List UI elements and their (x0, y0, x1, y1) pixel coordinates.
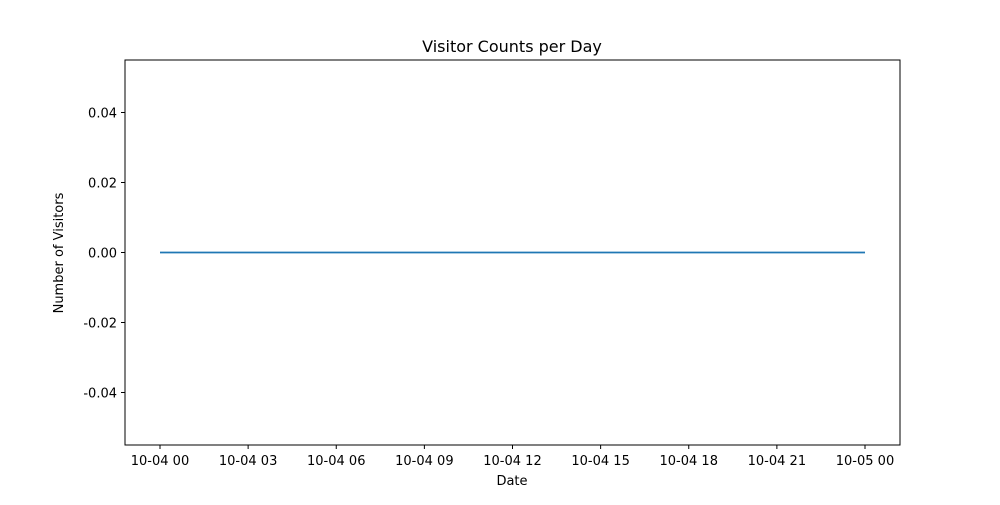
y-tick-label: 0.02 (88, 177, 117, 192)
x-tick-label: 10-05 00 (836, 454, 894, 469)
y-tick-label: 0.00 (88, 247, 117, 262)
x-axis: 10-04 00 10-04 03 10-04 06 10-04 09 10-04 12… (131, 445, 894, 469)
y-axis-label: Number of Visitors (52, 192, 67, 313)
chart-title: Visitor Counts per Day (422, 37, 602, 56)
x-tick-label: 10-04 12 (483, 454, 541, 469)
x-tick-label: 10-04 21 (748, 454, 806, 469)
x-tick-label: 10-04 00 (131, 454, 189, 469)
y-axis: 0.04 0.02 0.00 -0.02 -0.04 (83, 107, 125, 402)
x-tick-label: 10-04 06 (307, 454, 365, 469)
y-tick-label: 0.04 (88, 107, 117, 122)
x-axis-label: Date (496, 474, 527, 489)
x-tick-label: 10-04 03 (219, 454, 277, 469)
x-tick-label: 10-04 15 (571, 454, 629, 469)
y-tick-label: -0.02 (83, 317, 117, 332)
x-tick-label: 10-04 18 (660, 454, 718, 469)
y-tick-label: -0.04 (83, 387, 117, 402)
x-tick-label: 10-04 09 (395, 454, 453, 469)
